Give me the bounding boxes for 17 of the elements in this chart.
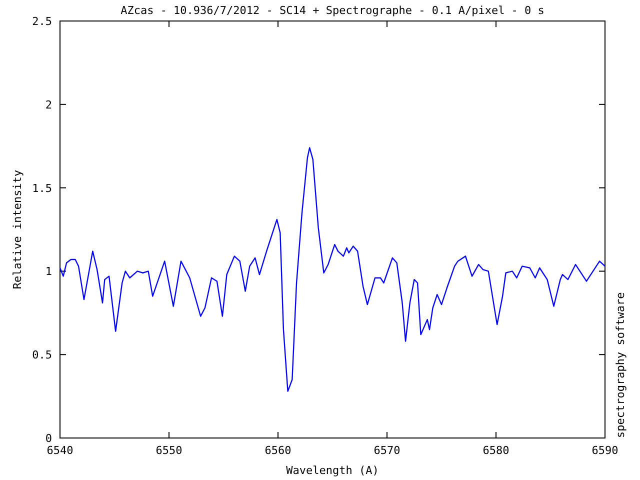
y-tick-label: 0	[45, 432, 52, 445]
y-axis-title: Relative intensity	[11, 170, 24, 290]
x-axis-title: Wavelength (A)	[286, 464, 379, 477]
y-tick-label: 1.5	[32, 182, 52, 195]
x-tick-label: 6580	[482, 444, 510, 457]
x-tick-label: 6570	[374, 444, 400, 457]
x-tick-label: 6540	[46, 444, 74, 457]
line-series	[59, 147, 606, 392]
y-tick-label: 1	[45, 265, 52, 278]
y-tick-label: 0.5	[32, 348, 52, 362]
x-tick-label: 6560	[264, 444, 292, 457]
y-tick-label: 2.5	[32, 15, 52, 28]
x-tick-label: 6590	[592, 444, 618, 457]
chart-title: AZcas - 10.936/7/2012 - SC14 + Spectrographe - 0.1 A/pixel - 0 s	[120, 4, 544, 17]
x-tick-label: 6550	[156, 444, 182, 457]
text: spectrography software	[614, 292, 627, 438]
y-tick-label: 2	[45, 98, 52, 112]
